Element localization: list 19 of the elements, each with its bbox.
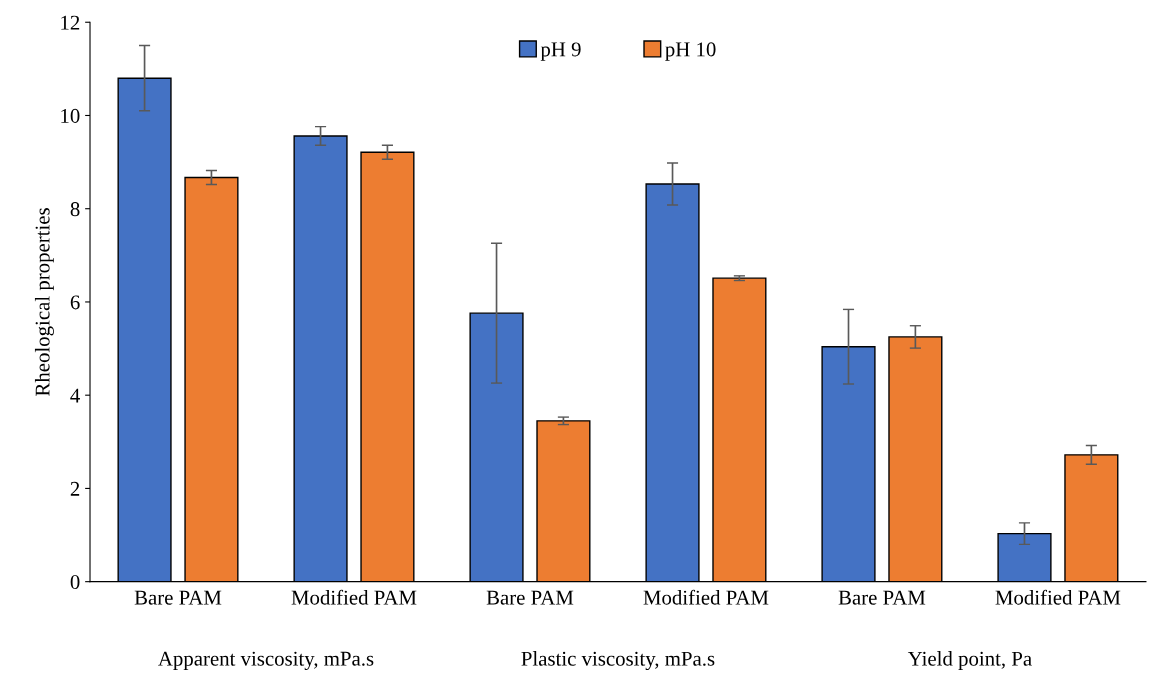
x-tick-label: Modified PAM xyxy=(995,589,1121,605)
y-tick-label: 10 xyxy=(61,108,80,123)
y-axis-title: Rheological properties xyxy=(34,208,54,396)
y-tick-label: 6 xyxy=(70,295,80,310)
x-tick-label: Bare PAM xyxy=(486,590,574,605)
text: Yield point, Pa xyxy=(907,651,1032,670)
y-tick-label: 2 xyxy=(70,481,80,496)
x-tick-label: Modified PAM xyxy=(643,589,769,605)
y-tick-label: 12 xyxy=(61,15,80,30)
y-tick-label: 0 xyxy=(70,575,80,590)
x-tick-label: Modified PAM xyxy=(291,589,417,605)
text: Apparent viscosity, mPa.s xyxy=(158,651,374,670)
legend-label: pH 10 xyxy=(665,42,716,61)
x-tick-label: Bare PAM xyxy=(134,590,222,605)
y-tick-label: 8 xyxy=(70,202,80,217)
text: Plastic viscosity, mPa.s xyxy=(521,651,715,671)
y-tick-label: 4 xyxy=(70,388,80,403)
x-tick-label: Bare PAM xyxy=(838,590,926,605)
legend-label: pH 9 xyxy=(540,42,581,61)
